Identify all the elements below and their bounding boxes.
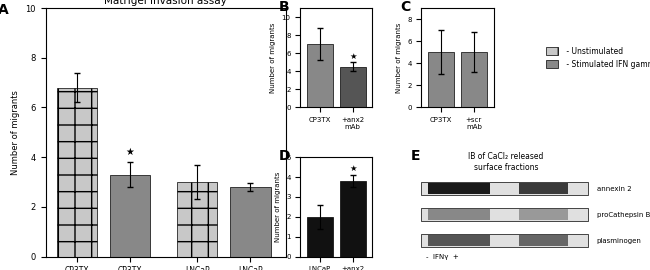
Bar bbox=[340, 67, 366, 107]
Y-axis label: Number of migrants: Number of migrants bbox=[10, 90, 20, 175]
Text: -  IFNγ  +: - IFNγ + bbox=[426, 254, 459, 260]
FancyBboxPatch shape bbox=[421, 208, 588, 221]
Text: ★: ★ bbox=[349, 164, 356, 173]
Text: C: C bbox=[400, 0, 410, 14]
Bar bbox=[230, 187, 270, 256]
Text: A: A bbox=[0, 3, 8, 17]
FancyBboxPatch shape bbox=[519, 235, 568, 246]
Bar bbox=[110, 174, 150, 256]
Text: plasminogen: plasminogen bbox=[597, 238, 642, 244]
Text: B: B bbox=[279, 0, 289, 14]
FancyBboxPatch shape bbox=[428, 235, 490, 246]
Bar bbox=[428, 52, 454, 107]
Bar bbox=[340, 181, 366, 256]
Bar bbox=[57, 87, 98, 256]
Bar bbox=[307, 44, 333, 107]
Bar bbox=[461, 52, 487, 107]
Text: D: D bbox=[279, 149, 290, 163]
Y-axis label: Number of migrants: Number of migrants bbox=[270, 23, 276, 93]
Text: annexin 2: annexin 2 bbox=[597, 186, 632, 192]
FancyBboxPatch shape bbox=[421, 183, 588, 195]
Text: ★: ★ bbox=[349, 52, 356, 61]
Text: ★: ★ bbox=[126, 147, 135, 157]
Text: proCathepsin B: proCathepsin B bbox=[597, 212, 650, 218]
FancyBboxPatch shape bbox=[428, 184, 490, 194]
Text: E: E bbox=[410, 149, 420, 163]
Title: Matrigel invasion assay: Matrigel invasion assay bbox=[104, 0, 227, 6]
Text: IB of CaCl₂ released
surface fractions: IB of CaCl₂ released surface fractions bbox=[468, 152, 543, 171]
Y-axis label: Number of migrants: Number of migrants bbox=[274, 172, 281, 242]
FancyBboxPatch shape bbox=[421, 234, 588, 247]
FancyBboxPatch shape bbox=[519, 184, 568, 194]
Bar bbox=[177, 182, 218, 256]
FancyBboxPatch shape bbox=[428, 209, 490, 220]
Legend:  - Unstimulated,  - Stimulated IFN gamma: - Unstimulated, - Stimulated IFN gamma bbox=[547, 47, 650, 69]
Y-axis label: Number of migrants: Number of migrants bbox=[396, 23, 402, 93]
Bar bbox=[307, 217, 333, 256]
FancyBboxPatch shape bbox=[519, 209, 568, 220]
